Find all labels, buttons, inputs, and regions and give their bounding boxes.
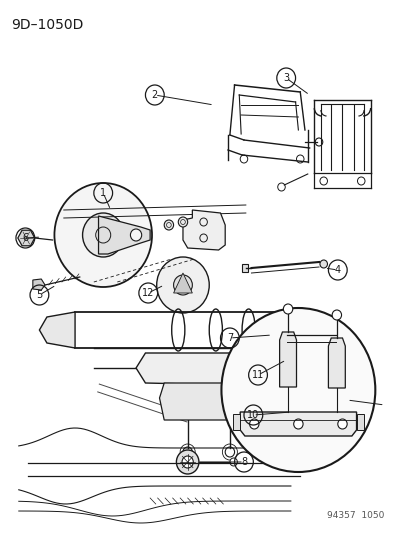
Circle shape <box>315 138 322 146</box>
Circle shape <box>319 260 327 268</box>
Text: 94357  1050: 94357 1050 <box>327 511 384 520</box>
Circle shape <box>249 419 259 429</box>
Text: 6: 6 <box>22 233 28 243</box>
Circle shape <box>183 447 192 457</box>
Circle shape <box>337 419 347 429</box>
Text: 9D–1050D: 9D–1050D <box>11 18 83 32</box>
Circle shape <box>54 183 152 287</box>
Polygon shape <box>232 414 240 430</box>
Circle shape <box>173 275 192 295</box>
Polygon shape <box>279 332 296 387</box>
Ellipse shape <box>266 348 277 368</box>
Circle shape <box>130 229 141 241</box>
Text: 1: 1 <box>100 188 106 198</box>
Polygon shape <box>18 230 35 246</box>
Circle shape <box>182 456 193 468</box>
Text: 10: 10 <box>247 410 259 420</box>
Polygon shape <box>39 312 75 348</box>
Polygon shape <box>328 338 344 388</box>
Polygon shape <box>173 273 192 293</box>
Polygon shape <box>98 216 150 254</box>
Text: 9: 9 <box>412 400 413 410</box>
Circle shape <box>277 183 285 191</box>
Polygon shape <box>33 279 45 290</box>
Text: 2: 2 <box>151 90 158 100</box>
Circle shape <box>156 257 209 313</box>
Text: 8: 8 <box>240 457 247 467</box>
Circle shape <box>331 310 341 320</box>
Circle shape <box>82 213 123 257</box>
Polygon shape <box>356 414 363 430</box>
Circle shape <box>282 304 292 314</box>
Text: 5: 5 <box>36 290 43 300</box>
Circle shape <box>293 419 302 429</box>
Polygon shape <box>136 353 281 386</box>
Text: 3: 3 <box>282 73 289 83</box>
Circle shape <box>225 447 234 457</box>
Text: 7: 7 <box>226 333 233 343</box>
Ellipse shape <box>282 312 298 348</box>
Text: 11: 11 <box>251 370 263 380</box>
Circle shape <box>178 217 187 227</box>
Polygon shape <box>159 383 257 420</box>
Polygon shape <box>240 412 356 436</box>
Circle shape <box>221 308 375 472</box>
Circle shape <box>176 450 198 474</box>
Circle shape <box>164 220 173 230</box>
Polygon shape <box>242 264 247 272</box>
Text: 4: 4 <box>334 265 340 275</box>
Polygon shape <box>183 210 225 250</box>
Text: 12: 12 <box>142 288 154 298</box>
Circle shape <box>229 458 237 466</box>
